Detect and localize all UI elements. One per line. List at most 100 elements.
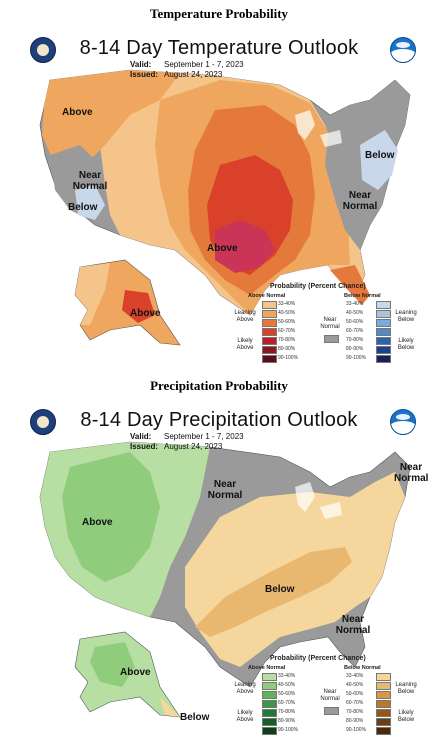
legend-above-swatch bbox=[262, 301, 277, 309]
alaska-below-panhandle bbox=[160, 697, 180, 717]
legend-above-range: 33-40% bbox=[278, 301, 296, 307]
legend-above-range: 90-100% bbox=[278, 355, 299, 361]
doc-logo-icon bbox=[30, 409, 56, 435]
legend-below-range: 80-90% bbox=[346, 718, 364, 724]
precip-label-above-west: Above bbox=[82, 517, 113, 528]
doc-logo-icon bbox=[30, 37, 56, 63]
legend-below-range: 50-60% bbox=[346, 319, 364, 325]
legend-below-head: Below Normal bbox=[344, 665, 381, 671]
noaa-logo-icon bbox=[390, 37, 416, 63]
legend-above-swatch bbox=[262, 727, 277, 735]
legend-below-range: 33-40% bbox=[346, 673, 364, 679]
precip-label-near-normal-central: Near Normal bbox=[207, 479, 243, 501]
precipitation-issued-line: Issued: August 24, 2023 bbox=[130, 442, 222, 452]
legend-above-range: 80-90% bbox=[278, 718, 296, 724]
issued-value: August 24, 2023 bbox=[164, 442, 223, 451]
alaska-40-50 bbox=[90, 642, 135, 687]
legend-below-swatch bbox=[376, 301, 391, 309]
temperature-section-heading: Temperature Probability bbox=[149, 6, 289, 21]
legend-below-range: 60-70% bbox=[346, 700, 364, 706]
legend-above-swatch bbox=[262, 310, 277, 318]
temp-label-near-normal-east: Near Normal bbox=[342, 190, 378, 212]
legend-title: Probability (Percent Chance) bbox=[270, 655, 366, 662]
legend-above-range: 60-70% bbox=[278, 700, 296, 706]
legend-above-range: 90-100% bbox=[278, 727, 299, 733]
legend-above-swatch bbox=[262, 337, 277, 345]
valid-label: Valid: bbox=[130, 60, 152, 69]
legend-likely-above: Likely Above bbox=[236, 338, 254, 351]
valid-value: September 1 - 7, 2023 bbox=[164, 60, 244, 69]
valid-label: Valid: bbox=[130, 432, 152, 441]
legend-below-range: 90-100% bbox=[346, 355, 367, 361]
legend-below-swatch bbox=[376, 718, 391, 726]
legend-below-swatch bbox=[376, 337, 391, 345]
legend-below-range: 33-40% bbox=[346, 301, 364, 307]
alaska-leaning-above bbox=[75, 263, 110, 325]
legend-above-head: Above Normal bbox=[248, 665, 286, 671]
precip-label-below-central: Below bbox=[265, 584, 295, 595]
legend-below-swatch bbox=[376, 319, 391, 327]
legend-below-swatch bbox=[376, 673, 391, 681]
temperature-map bbox=[39, 69, 411, 346]
temp-label-above-alaska: Above bbox=[130, 308, 161, 319]
legend-leaning-above: Leaning Above bbox=[234, 682, 256, 695]
legend-below-range: 60-70% bbox=[346, 328, 364, 334]
legend-above-swatch bbox=[262, 718, 277, 726]
legend-below-range: 50-60% bbox=[346, 691, 364, 697]
temp-label-near-normal-west: Near Normal bbox=[72, 170, 108, 192]
precip-label-near-normal-ne: Near Normal bbox=[394, 462, 429, 484]
legend-likely-below: Likely Below bbox=[397, 338, 415, 351]
issued-label: Issued: bbox=[130, 442, 159, 451]
precipitation-outlook-panel: 8-14 Day Precipitation Outlook Valid: Sep… bbox=[10, 397, 428, 742]
legend-below-range: 40-50% bbox=[346, 682, 364, 688]
legend-likely-below: Likely Below bbox=[397, 710, 415, 723]
temperature-outlook-panel: 8-14 Day Temperature Outlook Valid: Septe… bbox=[10, 25, 428, 370]
legend-below-range: 70-80% bbox=[346, 709, 364, 715]
legend-above-range: 80-90% bbox=[278, 346, 296, 352]
legend-above-swatch bbox=[262, 328, 277, 336]
temp-label-above-south: Above bbox=[207, 243, 238, 254]
temp-below-east bbox=[360, 130, 398, 190]
precip-40-50-west bbox=[62, 452, 160, 582]
legend-likely-above: Likely Above bbox=[236, 710, 254, 723]
legend-above-range: 50-60% bbox=[278, 691, 296, 697]
precipitation-legend: Probability (Percent Chance) Above Norma… bbox=[234, 655, 425, 740]
legend-above-swatch bbox=[262, 319, 277, 327]
issued-label: Issued: bbox=[130, 70, 159, 79]
legend-below-swatch bbox=[376, 346, 391, 354]
temp-label-below-east: Below bbox=[365, 150, 395, 161]
temperature-outlook-title: 8-14 Day Temperature Outlook bbox=[79, 37, 359, 59]
legend-above-head: Above Normal bbox=[248, 293, 286, 299]
issued-value: August 24, 2023 bbox=[164, 70, 223, 79]
legend-above-range: 40-50% bbox=[278, 682, 296, 688]
florida-shape bbox=[330, 265, 370, 305]
legend-below-swatch bbox=[376, 700, 391, 708]
legend-leaning-below: Leaning Below bbox=[395, 310, 417, 323]
temp-label-above-nw: Above bbox=[62, 107, 93, 118]
precipitation-map bbox=[39, 441, 411, 718]
legend-near-normal-swatch bbox=[324, 335, 339, 343]
legend-below-range: 70-80% bbox=[346, 337, 364, 343]
precip-label-below-alaska: Below bbox=[180, 712, 210, 723]
precipitation-valid-line: Valid: September 1 - 7, 2023 bbox=[130, 432, 244, 442]
legend-above-swatch bbox=[262, 691, 277, 699]
legend-below-swatch bbox=[376, 355, 391, 363]
legend-below-range: 90-100% bbox=[346, 727, 367, 733]
legend-above-range: 33-40% bbox=[278, 673, 296, 679]
precip-40-50-below-band bbox=[195, 547, 352, 637]
legend-above-swatch bbox=[262, 346, 277, 354]
legend-below-head: Below Normal bbox=[344, 293, 381, 299]
temperature-valid-line: Valid: September 1 - 7, 2023 bbox=[130, 60, 244, 70]
legend-below-swatch bbox=[376, 310, 391, 318]
great-lakes bbox=[295, 482, 342, 519]
temp-label-below-west: Below bbox=[68, 202, 98, 213]
legend-near-normal-swatch bbox=[324, 707, 339, 715]
alaska-50-60 bbox=[122, 290, 155, 323]
legend-below-swatch bbox=[376, 709, 391, 717]
noaa-logo-icon bbox=[390, 409, 416, 435]
precip-label-above-alaska: Above bbox=[120, 667, 151, 678]
legend-leaning-above: Leaning Above bbox=[234, 310, 256, 323]
legend-below-swatch bbox=[376, 727, 391, 735]
legend-above-range: 60-70% bbox=[278, 328, 296, 334]
legend-above-swatch bbox=[262, 709, 277, 717]
